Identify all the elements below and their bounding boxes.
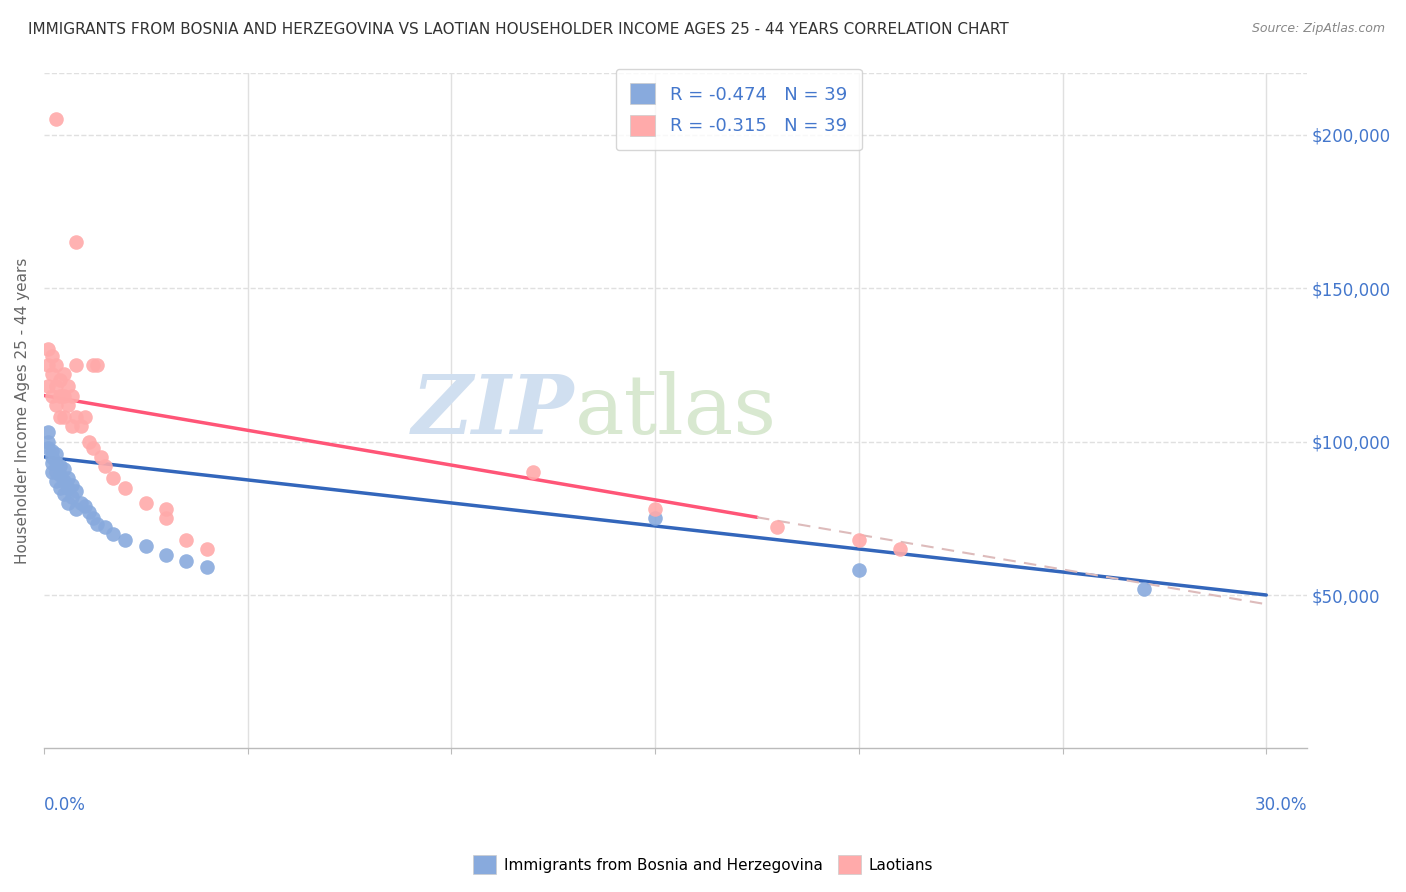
- Text: Source: ZipAtlas.com: Source: ZipAtlas.com: [1251, 22, 1385, 36]
- Point: [101, 526, 124, 541]
- Point: [82, 358, 104, 372]
- Point: [101, 471, 124, 485]
- Point: [37, 441, 59, 455]
- Point: [86, 517, 108, 532]
- Point: [73, 409, 96, 424]
- Point: [41, 456, 63, 470]
- Point: [848, 564, 870, 578]
- Point: [62, 490, 84, 504]
- Point: [94, 459, 117, 474]
- Point: [176, 533, 198, 547]
- Point: [82, 441, 104, 455]
- Point: [1133, 582, 1156, 596]
- Point: [65, 483, 87, 498]
- Point: [94, 520, 117, 534]
- Point: [49, 388, 72, 402]
- Point: [82, 511, 104, 525]
- Legend: R = -0.474   N = 39, R = -0.315   N = 39: R = -0.474 N = 39, R = -0.315 N = 39: [616, 69, 862, 150]
- Point: [644, 502, 666, 516]
- Point: [49, 409, 72, 424]
- Point: [58, 481, 80, 495]
- Point: [65, 235, 87, 249]
- Point: [195, 560, 218, 574]
- Point: [58, 398, 80, 412]
- Point: [73, 499, 96, 513]
- Point: [889, 541, 911, 556]
- Point: [195, 541, 218, 556]
- Point: [58, 379, 80, 393]
- Point: [45, 456, 67, 470]
- Point: [135, 539, 157, 553]
- Y-axis label: Householder Income Ages 25 - 44 years: Householder Income Ages 25 - 44 years: [15, 258, 30, 564]
- Point: [62, 419, 84, 434]
- Point: [155, 502, 177, 516]
- Point: [176, 554, 198, 568]
- Point: [41, 465, 63, 479]
- Text: atlas: atlas: [575, 371, 776, 450]
- Point: [49, 373, 72, 387]
- Legend: Immigrants from Bosnia and Herzegovina, Laotians: Immigrants from Bosnia and Herzegovina, …: [467, 849, 939, 880]
- Point: [37, 425, 59, 440]
- Point: [69, 496, 91, 510]
- Point: [62, 477, 84, 491]
- Point: [135, 496, 157, 510]
- Point: [53, 388, 76, 402]
- Point: [77, 505, 100, 519]
- Point: [114, 533, 136, 547]
- Point: [53, 367, 76, 381]
- Point: [41, 443, 63, 458]
- Point: [644, 511, 666, 525]
- Point: [58, 471, 80, 485]
- Point: [41, 367, 63, 381]
- Point: [41, 450, 63, 464]
- Point: [45, 447, 67, 461]
- Text: 0.0%: 0.0%: [44, 796, 86, 814]
- Point: [155, 548, 177, 562]
- Point: [45, 379, 67, 393]
- Point: [53, 487, 76, 501]
- Point: [45, 358, 67, 372]
- Point: [53, 475, 76, 489]
- Point: [62, 388, 84, 402]
- Point: [65, 502, 87, 516]
- Point: [45, 398, 67, 412]
- Point: [49, 459, 72, 474]
- Point: [45, 112, 67, 127]
- Point: [49, 468, 72, 483]
- Point: [41, 349, 63, 363]
- Point: [45, 465, 67, 479]
- Point: [53, 409, 76, 424]
- Point: [37, 343, 59, 357]
- Text: 30.0%: 30.0%: [1254, 796, 1308, 814]
- Point: [45, 475, 67, 489]
- Point: [37, 434, 59, 449]
- Point: [90, 450, 112, 464]
- Point: [65, 358, 87, 372]
- Text: IMMIGRANTS FROM BOSNIA AND HERZEGOVINA VS LAOTIAN HOUSEHOLDER INCOME AGES 25 - 4: IMMIGRANTS FROM BOSNIA AND HERZEGOVINA V…: [28, 22, 1010, 37]
- Point: [37, 358, 59, 372]
- Point: [53, 462, 76, 476]
- Point: [766, 520, 789, 534]
- Text: ZIP: ZIP: [412, 371, 575, 450]
- Point: [848, 533, 870, 547]
- Point: [58, 496, 80, 510]
- Point: [77, 434, 100, 449]
- Point: [37, 379, 59, 393]
- Point: [155, 511, 177, 525]
- Point: [65, 409, 87, 424]
- Point: [49, 481, 72, 495]
- Point: [86, 358, 108, 372]
- Point: [69, 419, 91, 434]
- Point: [41, 388, 63, 402]
- Point: [522, 465, 544, 479]
- Point: [114, 481, 136, 495]
